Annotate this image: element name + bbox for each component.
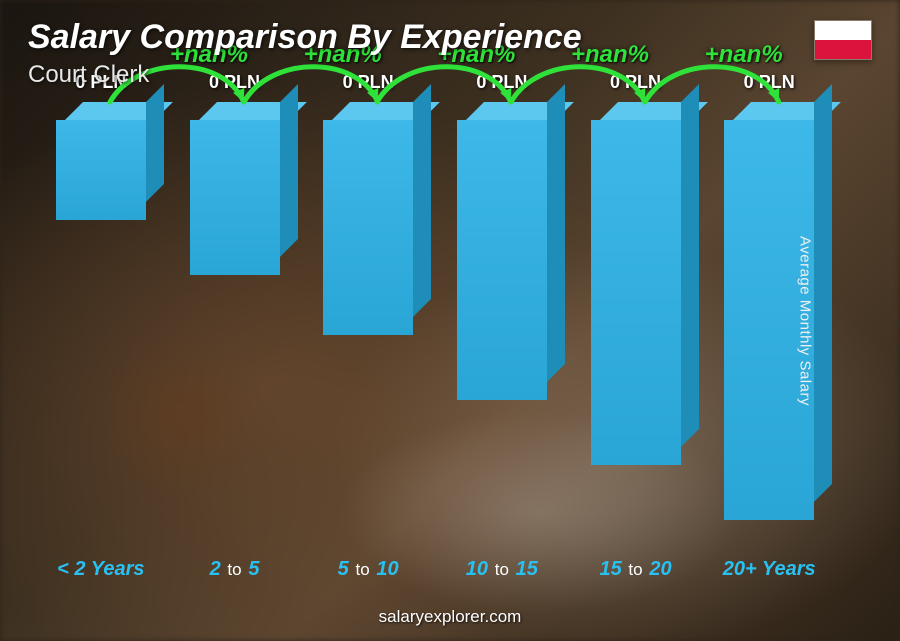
bar-front <box>190 120 280 275</box>
flag-stripe-top <box>815 21 871 40</box>
bar-slot: 0 PLN <box>575 120 697 545</box>
x-tick: 5 to 10 <box>307 558 429 581</box>
bar-slot: 0 PLN <box>441 120 563 545</box>
x-tick: 10 to 15 <box>441 558 563 581</box>
x-tick: 2 to 5 <box>174 558 296 581</box>
bar: 0 PLN <box>457 120 547 400</box>
bar-chart: 0 PLN0 PLN0 PLN0 PLN0 PLN0 PLN < 2 Years… <box>40 120 830 581</box>
x-tick: 20+ Years <box>708 558 830 581</box>
bar-front <box>457 120 547 400</box>
footer-credit: salaryexplorer.com <box>0 607 900 627</box>
chart-title: Salary Comparison By Experience <box>28 18 872 57</box>
chart-subtitle: Court Clerk <box>28 61 872 89</box>
bar: 0 PLN <box>323 120 413 335</box>
bar-slot: 0 PLN <box>174 120 296 545</box>
bar-slot: 0 PLN <box>40 120 162 545</box>
flag-stripe-bottom <box>815 40 871 59</box>
x-tick: 15 to 20 <box>575 558 697 581</box>
x-tick: < 2 Years <box>40 558 162 581</box>
bar: 0 PLN <box>190 120 280 275</box>
bar: 0 PLN <box>56 120 146 220</box>
bar-side-face <box>681 84 699 447</box>
bars-container: 0 PLN0 PLN0 PLN0 PLN0 PLN0 PLN <box>40 120 830 545</box>
header: Salary Comparison By Experience Court Cl… <box>28 18 872 89</box>
bar-front <box>591 120 681 465</box>
bar-front <box>323 120 413 335</box>
bar-slot: 0 PLN <box>307 120 429 545</box>
x-axis-ticks: < 2 Years 2 to 5 5 to 10 10 to 15 15 to 20 20… <box>40 558 830 581</box>
country-flag <box>814 20 872 60</box>
bar-front <box>56 120 146 220</box>
bar: 0 PLN <box>591 120 681 465</box>
bar-side-face <box>814 84 832 502</box>
y-axis-label: Average Monthly Salary <box>797 236 814 406</box>
